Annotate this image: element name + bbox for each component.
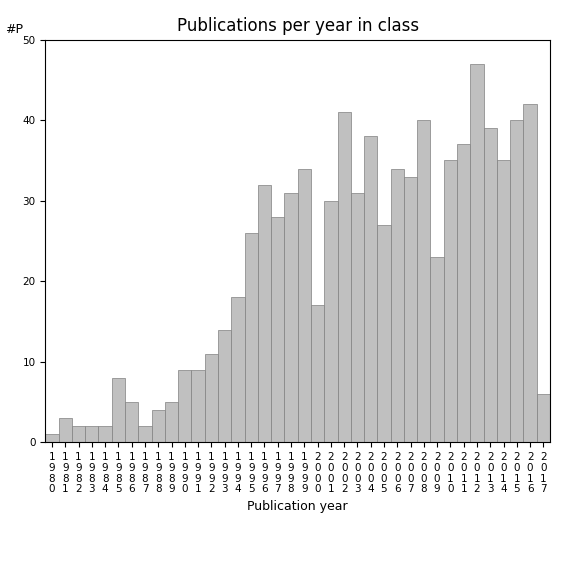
Bar <box>244 233 258 442</box>
X-axis label: Publication year: Publication year <box>247 500 348 513</box>
Bar <box>72 426 85 442</box>
Bar <box>444 160 457 442</box>
Bar <box>417 120 430 442</box>
Bar <box>364 136 378 442</box>
Bar <box>112 378 125 442</box>
Bar <box>125 402 138 442</box>
Bar <box>378 225 391 442</box>
Bar <box>391 168 404 442</box>
Bar <box>85 426 99 442</box>
Bar <box>192 370 205 442</box>
Bar <box>298 168 311 442</box>
Bar <box>178 370 192 442</box>
Bar <box>151 410 165 442</box>
Bar <box>497 160 510 442</box>
Bar <box>470 64 484 442</box>
Bar <box>231 297 244 442</box>
Bar <box>510 120 523 442</box>
Bar <box>484 128 497 442</box>
Bar <box>324 201 337 442</box>
Bar <box>58 418 72 442</box>
Bar <box>218 329 231 442</box>
Bar <box>430 257 444 442</box>
Bar <box>311 306 324 442</box>
Bar <box>165 402 178 442</box>
Bar <box>351 193 364 442</box>
Bar <box>404 176 417 442</box>
Title: Publications per year in class: Publications per year in class <box>176 18 419 35</box>
Bar <box>337 112 351 442</box>
Bar <box>205 354 218 442</box>
Bar <box>523 104 537 442</box>
Bar <box>457 145 470 442</box>
Bar <box>537 394 550 442</box>
Text: #P: #P <box>5 23 23 36</box>
Bar <box>99 426 112 442</box>
Bar <box>138 426 151 442</box>
Bar <box>45 434 58 442</box>
Bar <box>258 185 271 442</box>
Bar <box>285 193 298 442</box>
Bar <box>271 217 285 442</box>
